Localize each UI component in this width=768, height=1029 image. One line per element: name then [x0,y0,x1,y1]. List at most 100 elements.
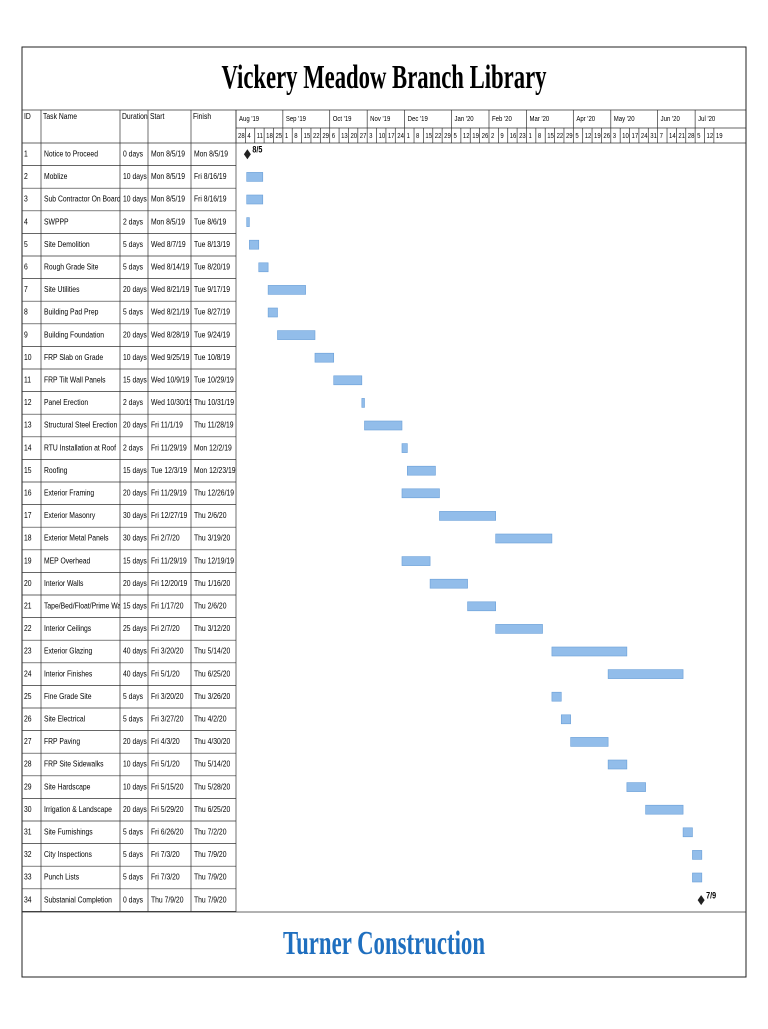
cell-id: 4 [24,217,28,227]
week-label: 15 [304,132,311,140]
cell-name: SWPPP [44,217,69,227]
task-bar [626,782,646,792]
cell-duration: 5 days [123,262,143,272]
week-label: 4 [247,132,251,140]
week-label: 26 [603,132,610,140]
cell-start: Fri 5/29/20 [151,804,183,814]
week-label: 15 [547,132,554,140]
task-bar [246,194,264,205]
task-bar [246,217,250,227]
cell-finish: Mon 12/23/19 [194,465,236,475]
cell-name: Structural Steel Erection [44,420,117,430]
cell-duration: 15 days [123,556,147,566]
cell-finish: Thu 12/19/19 [194,556,234,566]
week-label: 3 [369,132,373,140]
week-label: 15 [425,132,432,140]
cell-finish: Tue 8/13/19 [194,239,230,249]
cell-name: Site Utilities [44,284,80,294]
month-label: Dec '19 [408,115,428,123]
start-column: Start Mon 8/5/19 Mon 8/5/19 Mon 8/5/19 Mon 8… [150,112,191,905]
cell-id: 16 [24,488,32,498]
cell-name: Site Electrical [44,714,85,724]
cell-duration: 2 days [123,443,143,453]
cell-duration: 10 days [123,782,147,792]
cell-finish: Tue 8/20/19 [194,262,230,272]
task-bar [495,624,543,634]
cell-duration: 40 days [123,669,147,679]
cell-start: Fri 11/29/19 [151,488,187,498]
cell-start: Mon 8/5/19 [151,217,185,227]
frame [21,46,747,978]
month-label: Nov '19 [370,115,390,123]
cell-start: Wed 8/21/19 [151,307,189,317]
week-label: 29 [444,132,451,140]
cell-name: Interior Finishes [44,669,92,679]
month-label: Apr '20 [576,115,595,123]
cell-start: Fri 4/3/20 [151,736,180,746]
cell-name: Rough Grade Site [44,262,98,272]
week-label: 22 [557,132,564,140]
cell-start: Wed 10/9/19 [151,375,189,385]
cell-duration: 5 days [123,872,143,882]
task-bar [570,737,609,747]
task-bar [401,443,408,453]
cell-start: Fri 7/3/20 [151,849,180,859]
cell-duration: 20 days [123,284,147,294]
cell-finish: Fri 8/16/19 [194,171,226,181]
week-label: 28 [688,132,695,140]
month-label: Mar '20 [529,115,549,123]
cell-finish: Thu 10/31/19 [194,397,234,407]
name-column: Task Name Notice to Proceed Moblize Sub Con… [43,112,120,905]
cell-duration: 10 days [123,352,147,362]
task-bar [249,239,260,250]
task-bar [314,352,335,363]
week-label: 27 [360,132,367,140]
week-label: 10 [622,132,629,140]
week-label: 29 [566,132,573,140]
cell-name: Exterior Metal Panels [44,533,109,543]
cell-start: Thu 7/9/20 [151,895,183,905]
milestone-label: 7/9 [706,891,716,901]
month-label: Jan '20 [455,115,474,123]
cell-finish: Thu 3/26/20 [194,691,230,701]
cell-duration: 40 days [123,646,147,656]
cell-start: Wed 9/25/19 [151,352,189,362]
cell-id: 15 [24,465,32,475]
week-label: 5 [575,132,579,140]
cell-id: 2 [24,171,28,181]
cell-start: Fri 11/1/19 [151,420,183,430]
cell-start: Wed 8/14/19 [151,262,189,272]
task-bar [267,285,306,295]
week-label: 18 [266,132,273,140]
cell-finish: Tue 9/24/19 [194,330,230,340]
title: Vickery Meadow Branch Library [222,59,547,96]
month-label: Oct '19 [333,115,352,123]
cell-name: Exterior Masonry [44,510,95,520]
cell-finish: Thu 3/12/20 [194,623,230,633]
cell-finish: Thu 7/9/20 [194,849,226,859]
cell-id: 28 [24,759,32,769]
cell-id: 20 [24,578,32,588]
cell-duration: 15 days [123,465,147,475]
column-header: Finish [193,112,211,122]
cell-name: Moblize [44,171,67,181]
cell-duration: 20 days [123,736,147,746]
week-label: 22 [435,132,442,140]
cell-start: Fri 12/20/19 [151,578,187,588]
cell-id: 9 [24,330,28,340]
cell-id: 14 [24,443,32,453]
cell-name: Punch Lists [44,872,79,882]
cell-name: Notice to Proceed [44,149,98,159]
week-label: 12 [707,132,714,140]
week-label: 1 [285,132,289,140]
cell-id: 5 [24,239,28,249]
week-label: 23 [519,132,526,140]
cell-duration: 10 days [123,759,147,769]
cell-start: Fri 5/1/20 [151,669,180,679]
cell-start: Mon 8/5/19 [151,149,185,159]
week-label: 10 [379,132,386,140]
task-bar [364,420,403,431]
cell-id: 29 [24,782,32,792]
cell-finish: Thu 7/9/20 [194,895,226,905]
task-bar [401,488,440,499]
